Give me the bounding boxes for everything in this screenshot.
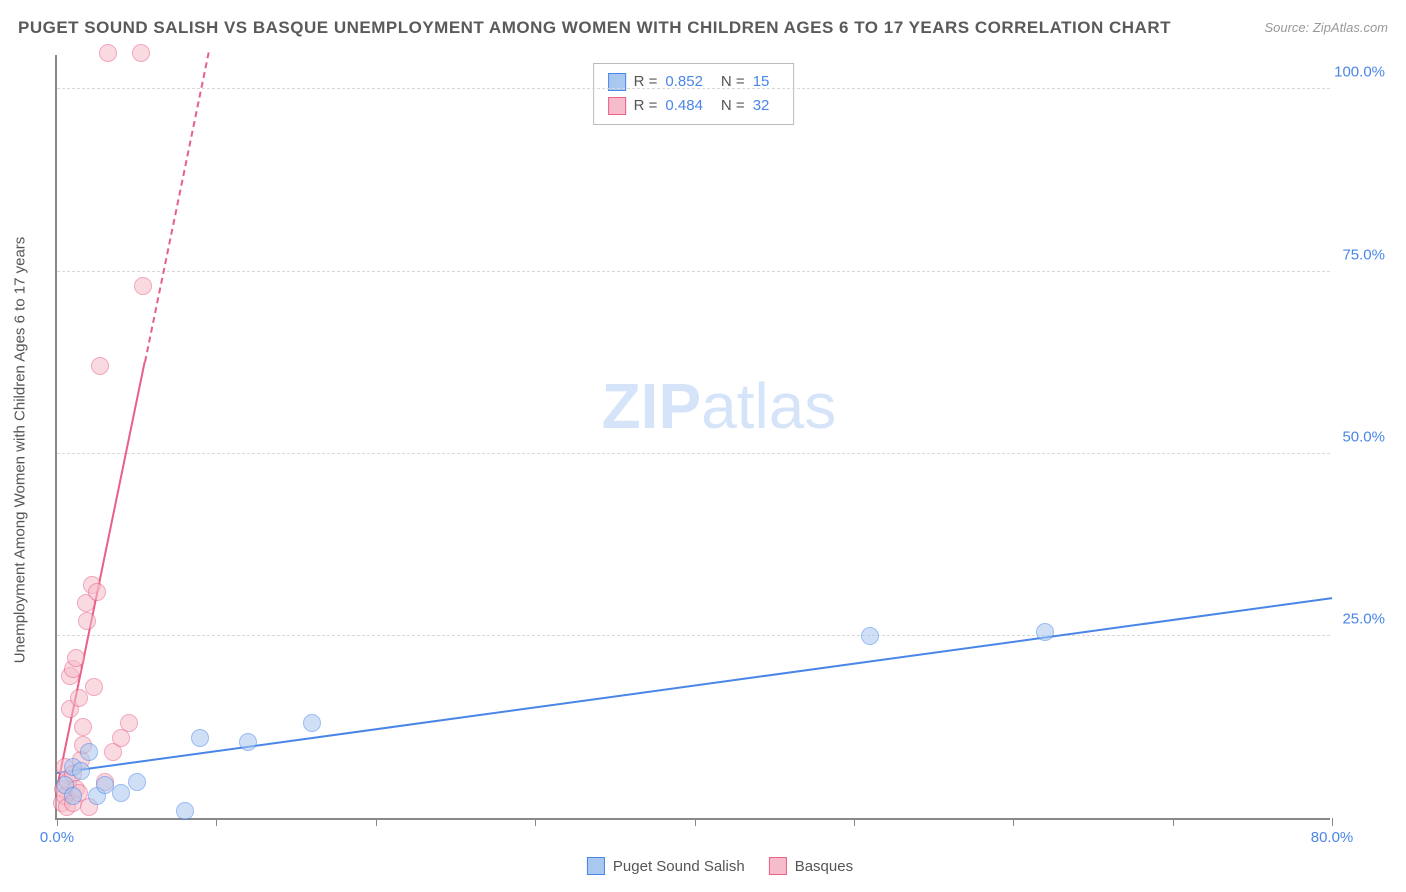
- watermark-atlas: atlas: [701, 370, 836, 442]
- x-tick: [376, 818, 377, 826]
- y-tick-label: 25.0%: [1342, 610, 1385, 627]
- data-point-basques: [78, 612, 96, 630]
- x-tick-label: 0.0%: [40, 829, 74, 846]
- legend-label-basques: Basques: [795, 858, 853, 875]
- gridline-h: [57, 271, 1330, 272]
- x-tick: [1332, 818, 1333, 826]
- data-point-basques: [88, 583, 106, 601]
- gridline-h: [57, 453, 1330, 454]
- data-point-puget: [80, 743, 98, 761]
- data-point-basques: [91, 357, 109, 375]
- correlation-stats-legend: R = 0.852 N = 15 R = 0.484 N = 32: [593, 63, 795, 125]
- swatch-puget: [587, 857, 605, 875]
- data-point-basques: [67, 649, 85, 667]
- r-label: R =: [634, 94, 658, 118]
- series-legend: Puget Sound Salish Basques: [587, 857, 853, 875]
- n-value-basques: 32: [753, 94, 770, 118]
- data-point-basques: [70, 689, 88, 707]
- legend-item-puget: Puget Sound Salish: [587, 857, 745, 875]
- source-credit: Source: ZipAtlas.com: [1264, 20, 1388, 35]
- x-tick: [57, 818, 58, 826]
- data-point-puget: [128, 773, 146, 791]
- gridline-h: [57, 635, 1330, 636]
- x-tick-label: 80.0%: [1311, 829, 1354, 846]
- data-point-puget: [1036, 623, 1054, 641]
- data-point-basques: [132, 44, 150, 62]
- y-tick-label: 50.0%: [1342, 428, 1385, 445]
- x-tick: [1173, 818, 1174, 826]
- watermark: ZIPatlas: [602, 369, 837, 443]
- x-tick: [535, 818, 536, 826]
- x-tick: [695, 818, 696, 826]
- n-label: N =: [721, 70, 745, 94]
- data-point-puget: [72, 762, 90, 780]
- scatter-plot: ZIPatlas R = 0.852 N = 15 R = 0.484 N = …: [55, 55, 1330, 820]
- trend-line: [144, 52, 210, 362]
- data-point-basques: [99, 44, 117, 62]
- stats-row-puget: R = 0.852 N = 15: [608, 70, 780, 94]
- gridline-h: [57, 88, 1330, 89]
- y-axis-label: Unemployment Among Women with Children A…: [12, 237, 29, 664]
- data-point-puget: [303, 714, 321, 732]
- swatch-basques: [608, 97, 626, 115]
- n-label: N =: [721, 94, 745, 118]
- chart-title: PUGET SOUND SALISH VS BASQUE UNEMPLOYMEN…: [18, 18, 1171, 38]
- data-point-basques: [74, 718, 92, 736]
- legend-item-basques: Basques: [769, 857, 853, 875]
- x-tick: [1013, 818, 1014, 826]
- watermark-zip: ZIP: [602, 370, 702, 442]
- data-point-puget: [861, 627, 879, 645]
- data-point-puget: [176, 802, 194, 820]
- data-point-puget: [239, 733, 257, 751]
- r-value-basques: 0.484: [665, 94, 703, 118]
- chart-area: Unemployment Among Women with Children A…: [55, 55, 1385, 845]
- x-tick: [216, 818, 217, 826]
- swatch-basques: [769, 857, 787, 875]
- data-point-basques: [120, 714, 138, 732]
- y-tick-label: 75.0%: [1342, 246, 1385, 263]
- r-value-puget: 0.852: [665, 70, 703, 94]
- data-point-basques: [134, 277, 152, 295]
- n-value-puget: 15: [753, 70, 770, 94]
- stats-row-basques: R = 0.484 N = 32: [608, 94, 780, 118]
- data-point-puget: [112, 784, 130, 802]
- data-point-puget: [191, 729, 209, 747]
- r-label: R =: [634, 70, 658, 94]
- legend-label-puget: Puget Sound Salish: [613, 858, 745, 875]
- data-point-puget: [64, 787, 82, 805]
- y-tick-label: 100.0%: [1334, 64, 1385, 81]
- x-tick: [854, 818, 855, 826]
